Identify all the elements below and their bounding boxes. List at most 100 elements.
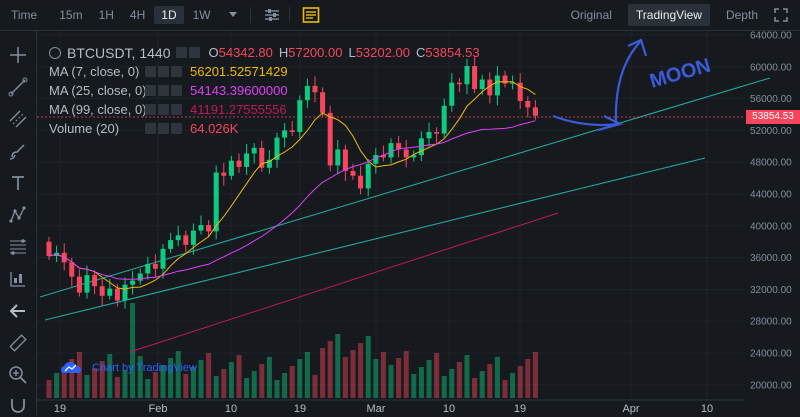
back-arrow-icon[interactable] (6, 299, 30, 323)
time-tick-label: 19 (514, 403, 526, 415)
volume-bar (221, 369, 227, 398)
close-icon[interactable] (171, 123, 182, 134)
settings-icon[interactable] (158, 123, 169, 134)
fullscreen-icon[interactable] (770, 5, 792, 25)
ma7-row: MA (7, close, 0) 56201.52571429 (49, 62, 480, 81)
parallel-channel-icon[interactable] (6, 107, 30, 131)
candle-body (282, 130, 288, 138)
volume-bar (266, 357, 272, 398)
time-tick-label: Feb (149, 403, 168, 415)
candle-body (76, 276, 82, 293)
volume-bar (107, 354, 113, 398)
settings-icon[interactable] (158, 66, 169, 77)
candle-body (221, 172, 227, 176)
candle-body (403, 149, 409, 158)
volume-bar (350, 350, 356, 398)
settings-icon[interactable] (189, 47, 201, 58)
symbol-status-icon (49, 46, 61, 59)
candle-body (259, 147, 265, 168)
price-tick-label: 64000.00 (750, 31, 792, 42)
interval-15m[interactable]: 15m (59, 8, 83, 22)
candle-body (46, 241, 52, 257)
volume-label: Volume (20) (49, 121, 120, 136)
ma7-line (48, 81, 536, 290)
text-tool-icon[interactable] (6, 171, 30, 195)
ruler-icon[interactable] (6, 331, 30, 355)
volume-bar (525, 359, 531, 398)
candle-body (350, 170, 356, 176)
interval-dropdown-icon[interactable] (222, 5, 244, 25)
magnet-icon[interactable] (6, 393, 30, 417)
settings-icon[interactable] (158, 104, 169, 115)
candle-body (479, 79, 485, 90)
price-tick-label: 56000.00 (750, 94, 792, 105)
projection-icon[interactable] (6, 267, 30, 291)
visibility-icon[interactable] (145, 104, 156, 115)
tradingview-branding[interactable]: Chart by TradingView (60, 359, 197, 377)
crosshair-icon[interactable] (6, 43, 30, 67)
hand-drawn-arrow-up (614, 41, 641, 125)
volume-bar (175, 351, 181, 398)
volume-bar (46, 380, 52, 398)
interval-1d[interactable]: 1D (154, 6, 184, 24)
candle-body (472, 66, 478, 90)
divider (249, 7, 251, 23)
visibility-icon[interactable] (145, 85, 156, 96)
volume-bar (190, 367, 196, 398)
indicator-settings-icon[interactable] (261, 5, 283, 25)
candle-body (175, 235, 181, 241)
trend-line-icon[interactable] (6, 75, 30, 99)
interval-4h[interactable]: 4H (129, 8, 146, 22)
volume-bar (426, 360, 432, 398)
tab-original[interactable]: Original (570, 8, 612, 22)
volume-bar (403, 351, 409, 398)
candle-body (137, 273, 143, 281)
visibility-icon[interactable] (145, 66, 156, 77)
divider (288, 7, 290, 23)
candle-body (517, 82, 523, 101)
close-icon[interactable] (171, 66, 182, 77)
zoom-in-icon[interactable] (6, 363, 30, 387)
candle-body (494, 75, 500, 96)
visibility-icon[interactable] (145, 123, 156, 134)
interval-1h[interactable]: 1H (98, 8, 114, 22)
candle-body (160, 248, 166, 269)
interval-1w[interactable]: 1W (192, 8, 211, 22)
volume-bar (532, 352, 538, 398)
volume-value: 64.026K (190, 121, 239, 136)
tab-depth[interactable]: Depth (725, 8, 758, 22)
chart-axes: 64000.00 60000.00 56000.00 52000.00 48000.00… (37, 31, 792, 415)
candle-body (525, 100, 531, 108)
fib-retracement-icon[interactable] (6, 235, 30, 259)
high-value: 57200.00 (288, 45, 343, 60)
volume-bar (84, 375, 90, 398)
pattern-icon[interactable] (6, 203, 30, 227)
candle-body (510, 82, 516, 84)
price-tick-label: 44000.00 (750, 190, 792, 201)
candle-body (358, 175, 364, 189)
volume-bar (228, 362, 234, 398)
volume-bar (327, 341, 333, 398)
candle-body (130, 280, 136, 285)
volume-bar (494, 357, 500, 398)
price-tick-label: 36000.00 (750, 253, 792, 264)
volume-bar (92, 368, 98, 398)
volume-bar (145, 379, 151, 398)
candle-body (304, 85, 310, 101)
candle-body (411, 155, 417, 158)
candle-body (396, 143, 402, 150)
notes-icon[interactable] (300, 5, 322, 25)
close-icon[interactable] (171, 104, 182, 115)
tab-tradingview[interactable]: TradingView (627, 4, 710, 26)
candle-body (69, 262, 75, 277)
volume-bar (206, 353, 212, 398)
volume-bar (411, 374, 417, 398)
candle-body (441, 105, 447, 134)
settings-icon[interactable] (158, 85, 169, 96)
brush-icon[interactable] (6, 139, 30, 163)
visibility-icon[interactable] (176, 47, 188, 58)
chart-grid (37, 31, 745, 400)
volume-bar (441, 376, 447, 398)
volume-bar (152, 372, 158, 398)
close-icon[interactable] (171, 85, 182, 96)
